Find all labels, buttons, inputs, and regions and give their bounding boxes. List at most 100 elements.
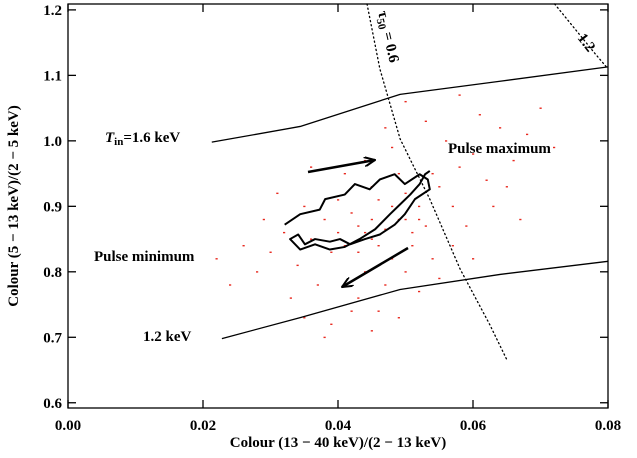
scatter-point <box>350 310 353 312</box>
y-tick-label: 0.8 <box>43 265 62 281</box>
scatter-point <box>499 127 502 129</box>
scatter-point <box>391 146 394 149</box>
scatter-point <box>310 238 313 240</box>
annotation-part: = 0.6 <box>378 27 402 65</box>
scatter-point <box>512 159 515 162</box>
scatter-point <box>337 231 340 234</box>
scatter-point <box>357 225 360 227</box>
x-tick-label: 0.04 <box>325 418 352 434</box>
scatter-point <box>370 238 373 240</box>
x-axis-label: Colour (13 − 40 keV)/(2 − 13 keV) <box>230 435 446 451</box>
line <box>211 66 609 143</box>
scatter-point <box>438 277 441 280</box>
x-tick-label: 0.02 <box>190 418 216 434</box>
scatter-point <box>458 94 461 96</box>
scatter-point <box>316 284 319 286</box>
scatter-point <box>310 166 313 168</box>
scatter-point <box>350 212 353 214</box>
y-tick-label: 0.7 <box>43 330 62 346</box>
scatter-point <box>451 205 454 208</box>
annotation: 1.2 keV <box>143 329 192 345</box>
arrow <box>307 160 375 174</box>
arrow <box>342 246 409 287</box>
scatter-point <box>377 245 380 247</box>
scatter-point <box>404 218 407 221</box>
scatter-point <box>404 100 407 103</box>
x-tick-label: 0.00 <box>55 418 81 434</box>
annotation: Pulse minimum <box>94 249 195 265</box>
scatter-point <box>519 218 522 221</box>
scatter-point <box>289 297 292 299</box>
scatter-point <box>276 192 279 195</box>
scatter-point <box>526 133 529 136</box>
scatter-point <box>492 205 495 208</box>
scatter-point <box>256 271 259 273</box>
scatter-point <box>397 172 400 175</box>
y-axis-label: Colour (5 − 13 keV)/(2 − 5 keV) <box>6 105 22 306</box>
scatter-point <box>458 166 461 168</box>
annotation: Tin=1.6 keV <box>105 130 180 148</box>
scatter-point <box>391 205 394 208</box>
scatter-point <box>330 323 333 325</box>
line <box>221 260 609 340</box>
scatter-point <box>384 284 387 286</box>
y-tick-label: 1.0 <box>43 134 62 150</box>
scatter-point <box>472 258 475 260</box>
scatter-point <box>215 258 218 260</box>
scatter-point <box>445 140 448 142</box>
scatter-point <box>411 245 414 247</box>
scatter-point <box>343 172 346 175</box>
scatter-point <box>465 225 468 227</box>
scatter-point <box>472 153 475 155</box>
x-tick-label: 0.08 <box>595 418 621 434</box>
line <box>366 3 508 361</box>
scatter-point <box>323 336 326 339</box>
scatter-point <box>269 251 272 253</box>
y-tick-label: 0.6 <box>43 396 62 412</box>
annotation: τ50 = 0.6 <box>372 9 402 65</box>
scatter-point <box>283 231 286 234</box>
scatter-point <box>418 218 421 221</box>
scatter-point <box>357 297 360 299</box>
y-tick-label: 0.9 <box>43 199 62 215</box>
scatter-point <box>418 290 421 293</box>
scatter-point <box>397 317 400 319</box>
scatter-point <box>377 199 380 201</box>
scatter-point <box>418 205 421 208</box>
scatter-point <box>337 199 340 201</box>
annotation: Pulse maximum <box>448 141 551 157</box>
scatter-point <box>323 218 326 221</box>
scatter-point <box>296 264 299 267</box>
scatter-point <box>431 258 434 260</box>
scatter-point <box>364 231 367 234</box>
scatter-point <box>505 186 508 188</box>
scatter-point <box>438 186 441 188</box>
scatter-point <box>451 245 454 247</box>
scatter-point <box>303 317 306 319</box>
line <box>284 170 431 251</box>
scatter-point <box>404 192 407 195</box>
scatter-point <box>370 218 373 221</box>
scatter-point <box>431 172 434 175</box>
scatter-point <box>478 114 481 116</box>
scatter-point <box>553 146 556 149</box>
axes-frame <box>67 3 609 409</box>
y-tick-label: 1.2 <box>43 3 62 19</box>
annotation-part: =1.6 keV <box>123 130 180 146</box>
plot-area <box>211 3 609 361</box>
annotation-part: T <box>105 130 115 146</box>
annotation-part: 50 <box>374 17 388 31</box>
scatter-point <box>330 251 333 253</box>
scatter-point <box>424 225 427 227</box>
scatter-point <box>411 231 414 234</box>
scatter-point <box>485 179 488 181</box>
scatter-point <box>357 251 360 253</box>
x-tick-label: 0.06 <box>460 418 487 434</box>
scatter-point <box>404 271 407 273</box>
annotation-part: τ <box>374 9 391 19</box>
scatter-point <box>343 245 346 247</box>
scatter-point <box>384 127 387 129</box>
scatter-point <box>539 107 542 109</box>
scatter-point <box>262 218 265 221</box>
